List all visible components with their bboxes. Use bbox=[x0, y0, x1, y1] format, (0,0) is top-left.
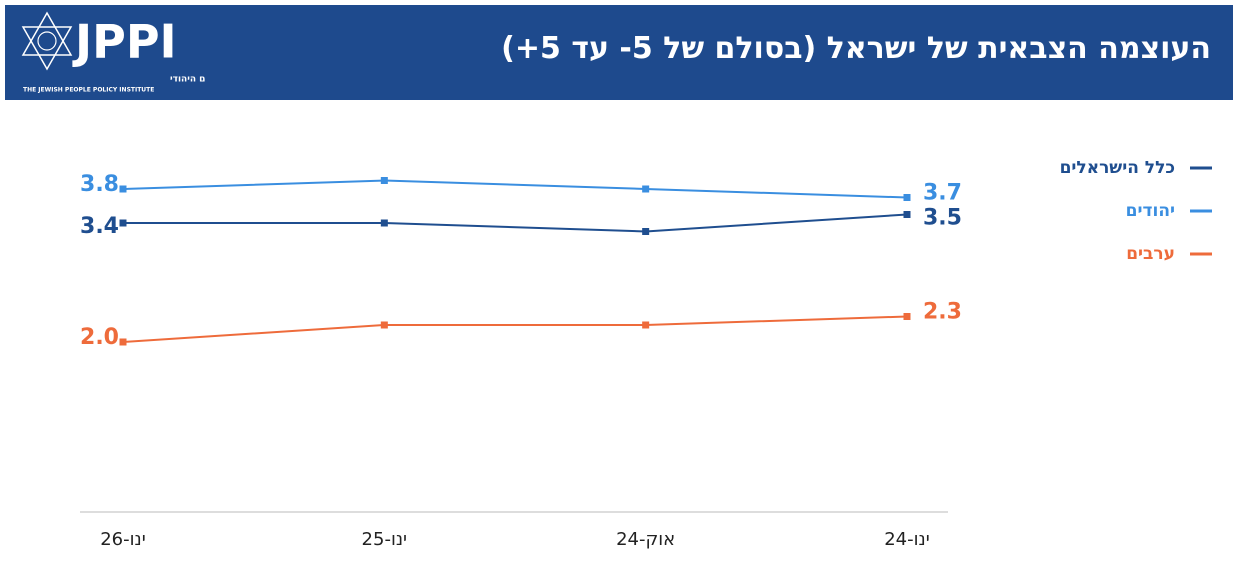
point bbox=[380, 177, 388, 184]
legend-label: יהודים bbox=[1126, 201, 1175, 221]
point bbox=[642, 321, 650, 329]
data-label: 3.8 bbox=[80, 172, 119, 197]
logo-star bbox=[21, 26, 73, 71]
logo-subtitle: המכון למדיניות העם היהודי bbox=[170, 75, 205, 85]
legend-label: ערבים bbox=[1126, 244, 1175, 264]
legend-label: כלל הישראלים bbox=[1060, 158, 1175, 178]
logo-text: JPPI bbox=[72, 15, 177, 69]
point bbox=[119, 338, 127, 346]
point bbox=[642, 185, 650, 193]
data-label: 3.5 bbox=[923, 206, 962, 231]
chart-title: העוצמה הצבאית של ישראל (בסולם של 5- עד 5… bbox=[501, 31, 1211, 66]
series-line bbox=[122, 179, 908, 199]
header: JPPI המכון למדיניות העם היהודי THE JEWIS… bbox=[5, 5, 1233, 100]
point bbox=[903, 313, 911, 320]
x-tick-label: ינו-25 bbox=[362, 529, 408, 550]
data-label: 3.4 bbox=[80, 214, 119, 239]
series-line bbox=[123, 213, 908, 233]
point bbox=[380, 321, 388, 329]
series-line bbox=[122, 315, 908, 343]
data-label: 3.7 bbox=[923, 181, 962, 206]
x-tick-label: ינו-24 bbox=[884, 529, 930, 550]
point bbox=[380, 219, 388, 227]
point bbox=[903, 211, 911, 218]
logo-subtitle: THE JEWISH PEOPLE POLICY INSTITUTE bbox=[23, 87, 154, 94]
point bbox=[119, 219, 127, 227]
point bbox=[642, 228, 650, 235]
data-label: 2.3 bbox=[923, 300, 962, 325]
logo-circle bbox=[37, 31, 57, 51]
logo: JPPI המכון למדיניות העם היהודי THE JEWIS… bbox=[21, 11, 205, 94]
x-tick-label: אוק-24 bbox=[616, 529, 675, 550]
data-label: 2.0 bbox=[80, 325, 119, 350]
point bbox=[119, 185, 127, 193]
logo-star bbox=[21, 11, 73, 56]
point bbox=[903, 194, 911, 201]
x-tick-label: ינו-26 bbox=[100, 529, 146, 550]
